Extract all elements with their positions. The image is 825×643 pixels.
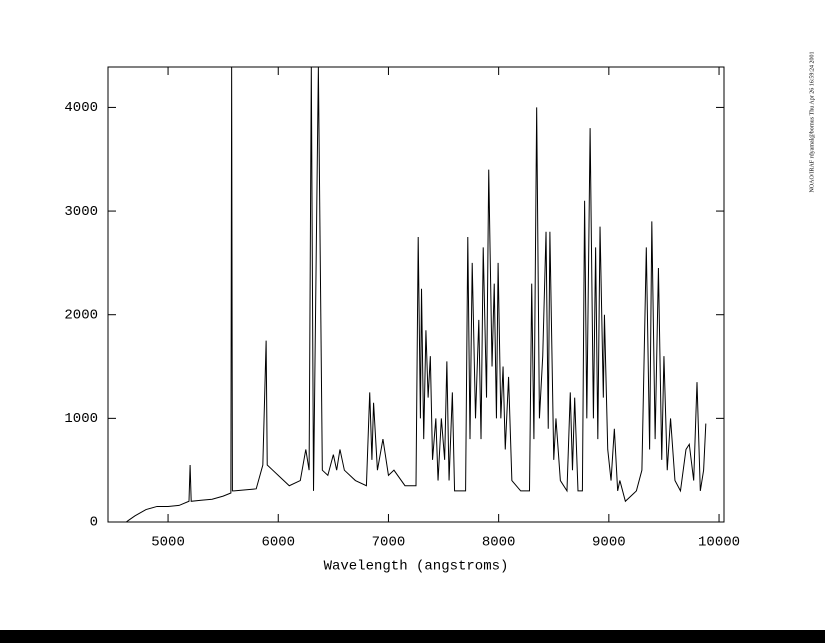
- y-tick-label: 1000: [64, 411, 98, 427]
- y-tick-label: 4000: [64, 100, 98, 116]
- scan-border: [0, 630, 825, 643]
- x-tick-label: 9000: [592, 535, 626, 551]
- plot-frame: [107, 66, 725, 523]
- x-tick-label: 7000: [372, 535, 406, 551]
- x-tick-label: 6000: [261, 535, 295, 551]
- spectrum-line: [125, 67, 707, 522]
- annotation: NOAO/IRAF rdyamal@bornus Thu Apr 26 16:5…: [809, 51, 815, 192]
- x-tick-label: 5000: [151, 535, 185, 551]
- x-tick-label: 10000: [698, 535, 740, 551]
- x-axis-label: Wavelength (angstroms): [324, 559, 509, 575]
- y-tick-label: 0: [90, 515, 98, 531]
- x-tick-label: 8000: [482, 535, 516, 551]
- y-tick-label: 2000: [64, 307, 98, 323]
- y-tick-label: 3000: [64, 204, 98, 220]
